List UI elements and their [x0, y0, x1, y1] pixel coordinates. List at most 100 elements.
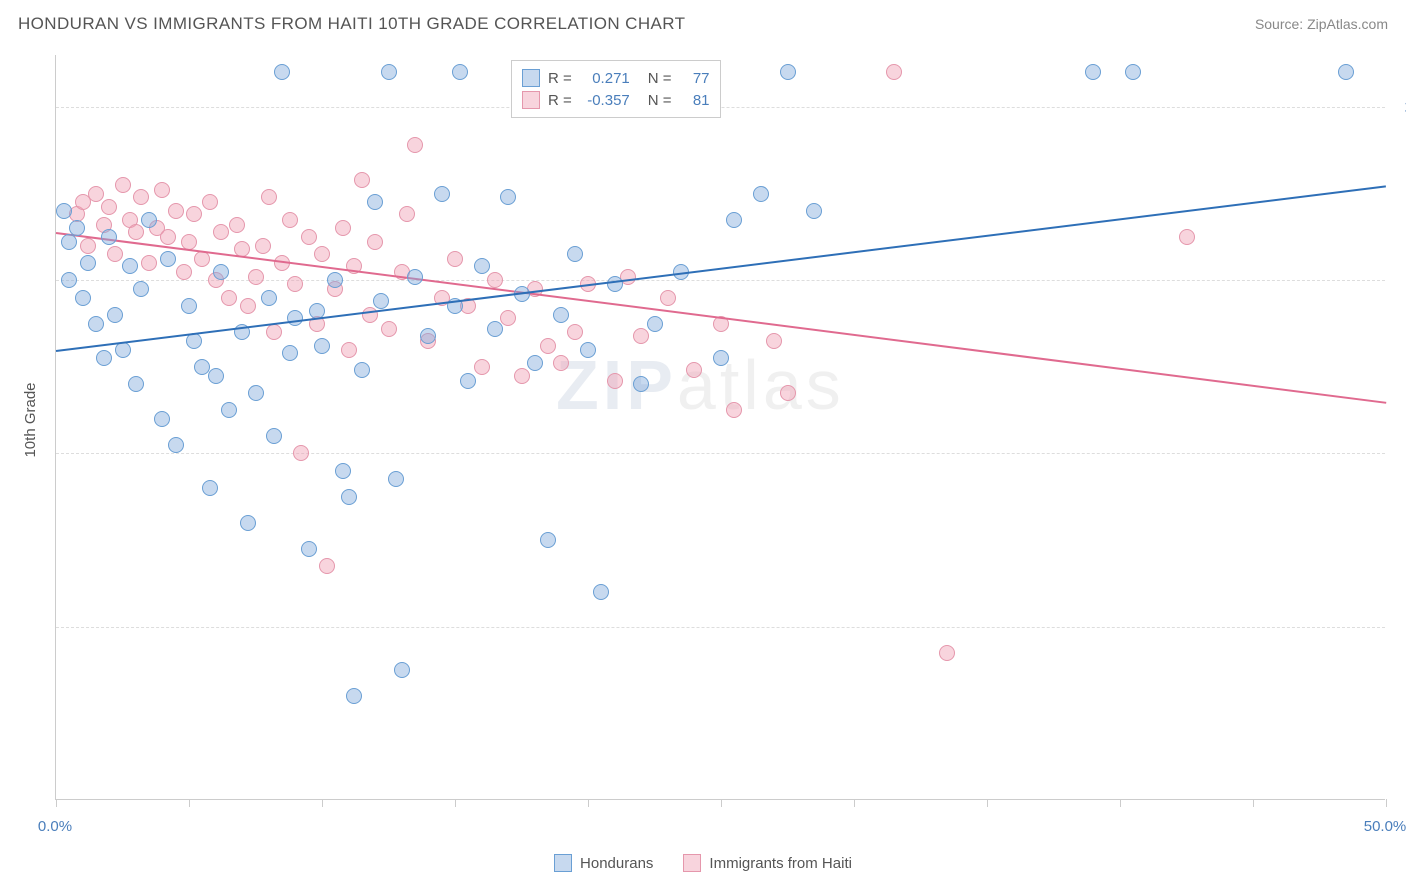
- point-haiti: [939, 645, 955, 661]
- point-haiti: [101, 199, 117, 215]
- point-hondurans: [101, 229, 117, 245]
- point-hondurans: [1085, 64, 1101, 80]
- x-tick: [189, 799, 190, 807]
- point-haiti: [88, 186, 104, 202]
- x-tick: [1386, 799, 1387, 807]
- point-hondurans: [593, 584, 609, 600]
- stats-swatch: [522, 91, 540, 109]
- point-hondurans: [213, 264, 229, 280]
- point-hondurans: [806, 203, 822, 219]
- trend-line-haiti: [56, 232, 1386, 404]
- point-hondurans: [540, 532, 556, 548]
- point-haiti: [567, 324, 583, 340]
- point-hondurans: [527, 355, 543, 371]
- point-hondurans: [367, 194, 383, 210]
- bottom-legend: Hondurans Immigrants from Haiti: [0, 854, 1406, 872]
- point-hondurans: [61, 272, 77, 288]
- point-hondurans: [487, 321, 503, 337]
- point-haiti: [354, 172, 370, 188]
- point-hondurans: [61, 234, 77, 250]
- chart-title: HONDURAN VS IMMIGRANTS FROM HAITI 10TH G…: [18, 14, 685, 34]
- point-hondurans: [388, 471, 404, 487]
- point-haiti: [367, 234, 383, 250]
- point-hondurans: [261, 290, 277, 306]
- x-tick: [56, 799, 57, 807]
- point-hondurans: [1125, 64, 1141, 80]
- point-hondurans: [266, 428, 282, 444]
- point-haiti: [160, 229, 176, 245]
- legend-item-hondurans: Hondurans: [554, 854, 653, 872]
- y-tick-label: 90.0%: [1395, 272, 1406, 289]
- point-haiti: [399, 206, 415, 222]
- point-hondurans: [567, 246, 583, 262]
- point-hondurans: [607, 276, 623, 292]
- point-hondurans: [75, 290, 91, 306]
- point-hondurans: [753, 186, 769, 202]
- point-haiti: [407, 137, 423, 153]
- point-haiti: [168, 203, 184, 219]
- point-hondurans: [202, 480, 218, 496]
- point-haiti: [213, 224, 229, 240]
- point-hondurans: [434, 186, 450, 202]
- x-tick: [854, 799, 855, 807]
- point-hondurans: [580, 342, 596, 358]
- point-haiti: [319, 558, 335, 574]
- point-hondurans: [208, 368, 224, 384]
- point-haiti: [553, 355, 569, 371]
- point-hondurans: [240, 515, 256, 531]
- point-hondurans: [56, 203, 72, 219]
- plot-area: ZIPatlas 70.0%80.0%90.0%100.0%R =0.271N …: [55, 55, 1385, 800]
- point-haiti: [1179, 229, 1195, 245]
- point-hondurans: [553, 307, 569, 323]
- stats-box: R =0.271N =77R =-0.357N =81: [511, 60, 721, 118]
- point-haiti: [633, 328, 649, 344]
- point-haiti: [248, 269, 264, 285]
- point-hondurans: [122, 258, 138, 274]
- point-haiti: [447, 251, 463, 267]
- point-haiti: [133, 189, 149, 205]
- x-tick: [322, 799, 323, 807]
- point-hondurans: [420, 328, 436, 344]
- point-hondurans: [181, 298, 197, 314]
- point-haiti: [194, 251, 210, 267]
- point-haiti: [607, 373, 623, 389]
- point-hondurans: [133, 281, 149, 297]
- point-hondurans: [160, 251, 176, 267]
- point-hondurans: [381, 64, 397, 80]
- point-hondurans: [107, 307, 123, 323]
- point-hondurans: [647, 316, 663, 332]
- point-haiti: [266, 324, 282, 340]
- point-hondurans: [80, 255, 96, 271]
- point-haiti: [514, 368, 530, 384]
- y-axis-title: 10th Grade: [22, 382, 39, 457]
- point-hondurans: [96, 350, 112, 366]
- point-hondurans: [69, 220, 85, 236]
- point-haiti: [141, 255, 157, 271]
- gridline: [56, 627, 1385, 628]
- chart-header: HONDURAN VS IMMIGRANTS FROM HAITI 10TH G…: [18, 14, 1388, 34]
- x-tick-label: 50.0%: [1364, 818, 1406, 835]
- point-hondurans: [335, 463, 351, 479]
- point-hondurans: [633, 376, 649, 392]
- point-hondurans: [726, 212, 742, 228]
- point-haiti: [780, 385, 796, 401]
- point-hondurans: [154, 411, 170, 427]
- point-haiti: [540, 338, 556, 354]
- point-hondurans: [248, 385, 264, 401]
- x-tick: [1120, 799, 1121, 807]
- point-hondurans: [282, 345, 298, 361]
- x-tick: [588, 799, 589, 807]
- point-haiti: [202, 194, 218, 210]
- stats-row: R =-0.357N =81: [522, 89, 710, 111]
- point-haiti: [240, 298, 256, 314]
- point-hondurans: [287, 310, 303, 326]
- point-haiti: [301, 229, 317, 245]
- point-haiti: [362, 307, 378, 323]
- point-haiti: [726, 402, 742, 418]
- point-hondurans: [407, 269, 423, 285]
- gridline: [56, 453, 1385, 454]
- source-label: Source: ZipAtlas.com: [1255, 16, 1388, 32]
- point-haiti: [80, 238, 96, 254]
- point-haiti: [886, 64, 902, 80]
- legend-label-hondurans: Hondurans: [580, 855, 653, 872]
